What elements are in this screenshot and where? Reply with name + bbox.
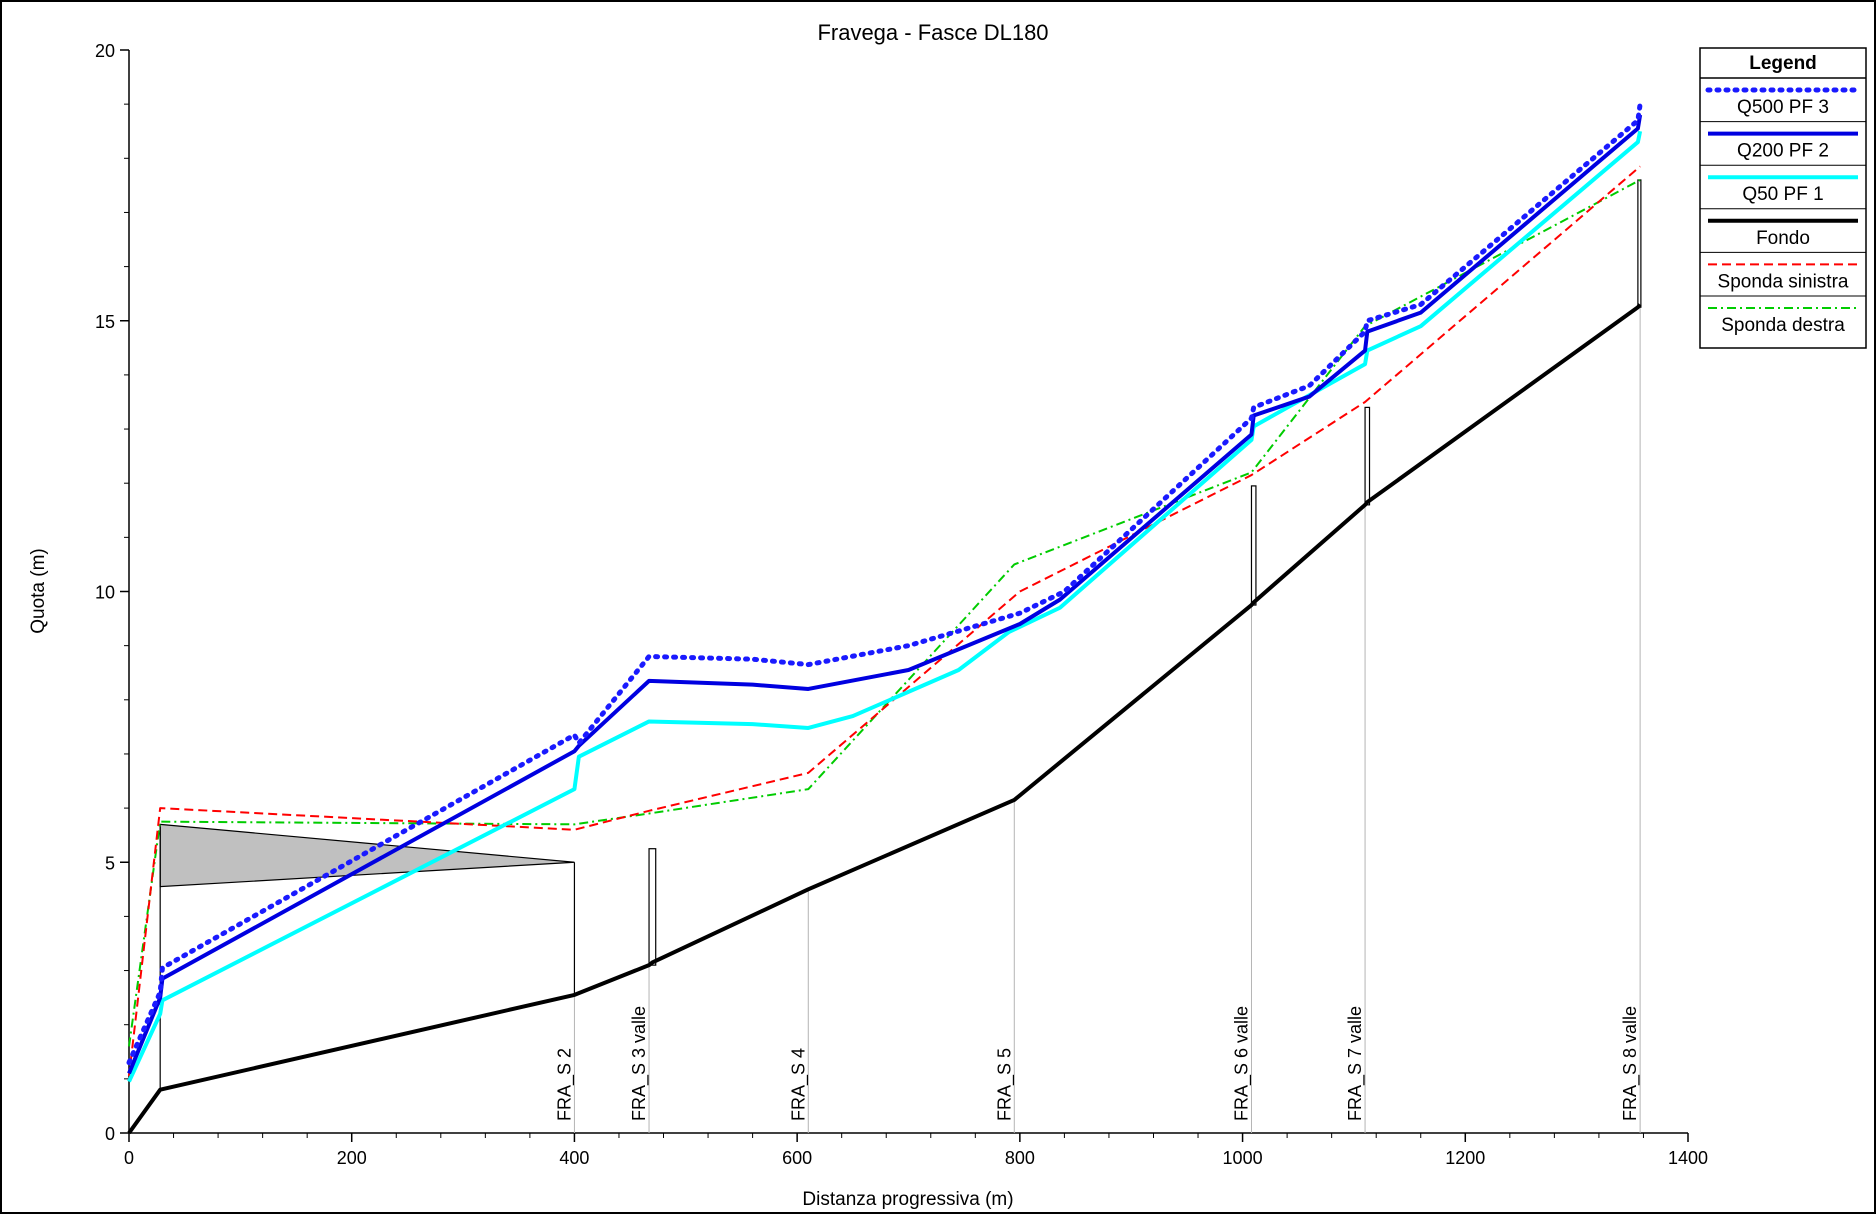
legend-box [1699, 47, 1867, 349]
x-tick-label: 1400 [1668, 1148, 1708, 1168]
section-label: FRA_S 3 valle [629, 1006, 650, 1121]
y-tick-label: 5 [105, 853, 115, 873]
legend-label: Sponda sinistra [1718, 271, 1849, 292]
x-tick-label: 0 [124, 1148, 134, 1168]
series-line [126, 101, 1643, 1066]
structure [1637, 179, 1642, 308]
y-tick-label: 15 [95, 312, 115, 332]
section-label: FRA_S 8 valle [1620, 1006, 1641, 1121]
x-tick-label: 1200 [1445, 1148, 1485, 1168]
x-axis-label: Distanza progressiva (m) [802, 1189, 1013, 1210]
structure [648, 848, 657, 966]
section-label: FRA_S 7 valle [1345, 1006, 1366, 1121]
series-line [128, 165, 1641, 1077]
y-tick-label: 20 [95, 41, 115, 61]
series-line [127, 130, 1643, 1083]
series-line [128, 179, 1641, 1047]
section-label: FRA_S 2 [554, 1048, 575, 1121]
x-tick-label: 400 [559, 1148, 589, 1168]
section-label: FRA_S 5 [994, 1048, 1015, 1121]
x-tick-label: 200 [337, 1148, 367, 1168]
section-label: FRA_S 6 valle [1231, 1006, 1252, 1121]
legend-label: Q50 PF 1 [1742, 184, 1823, 205]
legend-title: Legend [1749, 53, 1817, 74]
x-axis-ticks: 0 200 400 600 800 1000 1200 1400 [124, 1133, 1708, 1168]
legend-label: Sponda destra [1721, 315, 1845, 336]
legend: Legend Q500 PF 3 Q200 PF 2 Q50 PF 1 Fondo Sp… [1699, 47, 1867, 349]
structure [1364, 406, 1371, 506]
section-lines [573, 304, 1641, 1133]
structure [1250, 485, 1257, 606]
series-line [127, 303, 1642, 1135]
chart-title: Fravega - Fasce DL180 [817, 20, 1048, 45]
legend-label: Q200 PF 2 [1737, 141, 1829, 162]
y-axis-label: Quota (m) [28, 548, 49, 634]
series-layer [126, 101, 1643, 1135]
y-tick-label: 0 [105, 1124, 115, 1144]
section-label: FRA_S 4 [788, 1048, 809, 1121]
legend-label: Fondo [1756, 228, 1810, 249]
x-tick-label: 600 [782, 1148, 812, 1168]
x-tick-label: 1000 [1223, 1148, 1263, 1168]
x-tick-label: 800 [1005, 1148, 1035, 1168]
legend-entries: Q500 PF 3 Q200 PF 2 Q50 PF 1 Fondo Sponda si… [1700, 87, 1866, 336]
legend-label: Q500 PF 3 [1737, 97, 1829, 118]
series-line [127, 114, 1643, 1075]
y-tick-label: 10 [95, 583, 115, 603]
section-labels: FRA_S 2 FRA_S 3 valle FRA_S 4 FRA_S 5 FRA_S … [554, 1006, 1641, 1121]
structure-layer [648, 179, 1642, 966]
ineffective-area-layer [159, 823, 576, 1090]
y-axis-ticks: 0 5 10 15 20 [95, 41, 129, 1144]
